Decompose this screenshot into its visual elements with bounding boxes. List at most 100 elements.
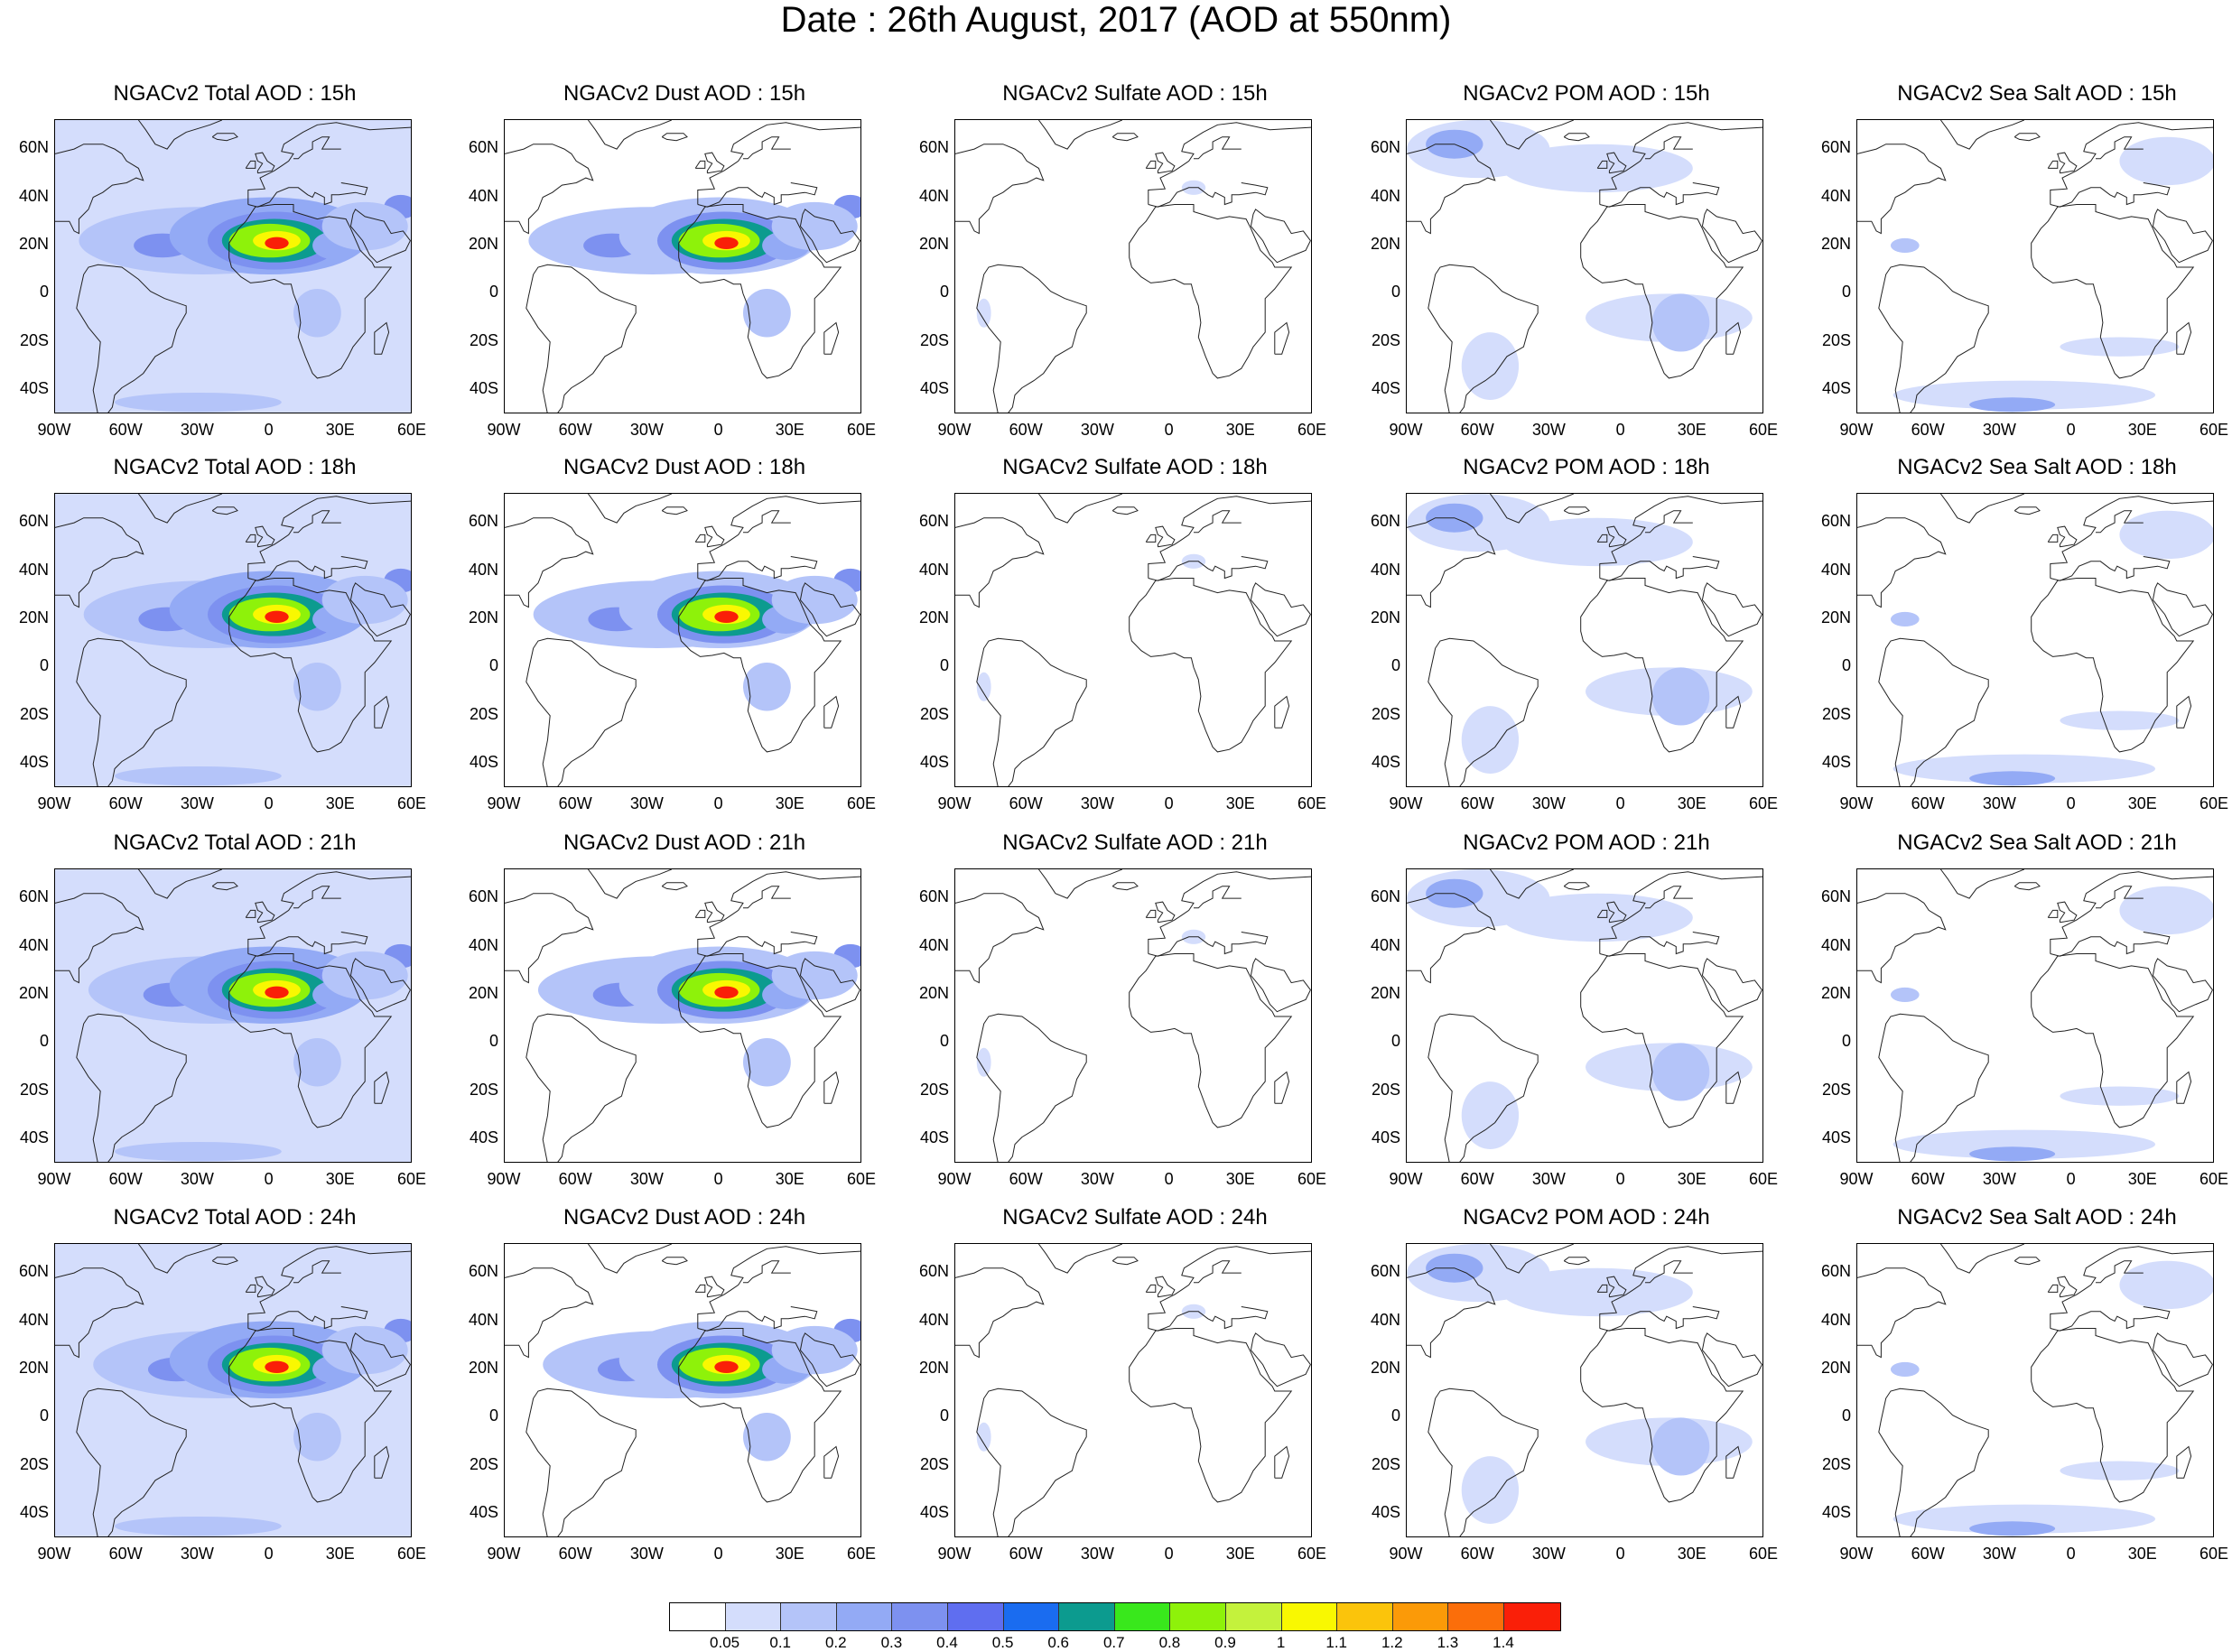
lat-tick-label: 40S <box>469 1503 498 1522</box>
coastline <box>704 525 725 548</box>
aod-shading <box>1890 1361 1920 1377</box>
coastline <box>2176 1445 2192 1479</box>
coastline <box>799 958 860 1013</box>
coastline <box>1250 582 1311 637</box>
aod-shading <box>114 392 282 413</box>
colorbar-swatch <box>1392 1603 1449 1630</box>
lon-tick-label: 0 <box>264 421 274 439</box>
coastline <box>2031 204 2195 379</box>
coastline <box>247 182 368 208</box>
coastline <box>374 1071 390 1104</box>
coastline <box>1563 133 1590 142</box>
coastline <box>1155 152 1176 174</box>
lon-tick-label: 30W <box>1982 421 2016 439</box>
aod-shading <box>265 237 289 249</box>
aod-shading <box>714 986 739 998</box>
aod-shading <box>976 1422 991 1452</box>
lon-tick-label: 30E <box>2127 421 2157 439</box>
lat-tick-label: 0 <box>1390 1032 1400 1051</box>
aod-colorbar <box>669 1602 1561 1631</box>
coastline <box>743 886 791 909</box>
lat-tick-label: 40N <box>18 186 49 205</box>
coastline <box>2152 958 2213 1013</box>
aod-shading <box>976 1047 991 1077</box>
coastline <box>587 1244 672 1274</box>
lon-tick-label: 60E <box>1748 1170 1779 1188</box>
coastline <box>955 144 1045 235</box>
lon-tick-label: 30E <box>1225 1545 1255 1563</box>
coastline <box>1148 496 1311 579</box>
aod-shading <box>714 610 739 623</box>
coastline <box>137 1244 222 1274</box>
coastline <box>1596 1284 1608 1293</box>
coastline <box>955 517 1045 608</box>
lon-tick-label: 30W <box>1531 1170 1566 1188</box>
lat-tick-label: 20S <box>19 1080 49 1099</box>
lat-tick-label: 20N <box>18 608 49 626</box>
aod-shading <box>2119 510 2213 560</box>
coastline <box>1155 525 1176 548</box>
coastline <box>1274 1445 1290 1479</box>
aod-shading <box>114 766 282 786</box>
colorbar-swatch <box>1225 1603 1282 1630</box>
colorbar-swatch <box>1448 1603 1504 1630</box>
lat-tick-label: 40S <box>919 753 949 772</box>
lat-tick-label: 20S <box>919 1080 949 1099</box>
coastline <box>1596 160 1608 169</box>
aod-map <box>55 869 411 1162</box>
lon-tick-label: 30W <box>180 421 214 439</box>
lat-tick-label: 20N <box>1370 234 1400 253</box>
lon-tick-label: 90W <box>487 794 521 812</box>
aod-shading <box>2060 337 2180 357</box>
lat-tick-label: 40N <box>1370 560 1400 579</box>
lon-tick-label: 30E <box>1677 1545 1707 1563</box>
aod-shading <box>265 610 289 623</box>
coastline <box>1428 1387 1539 1536</box>
coastline <box>255 1276 275 1298</box>
lat-tick-label: 0 <box>939 1406 949 1425</box>
coastline <box>1037 494 1122 524</box>
coastline <box>1857 517 1947 608</box>
coastline <box>505 517 594 608</box>
coastline <box>661 506 688 515</box>
coastline <box>1194 886 1242 909</box>
map-frame <box>54 1243 412 1537</box>
lat-tick-label: 20S <box>1371 1080 1400 1099</box>
aod-map <box>1857 494 2213 786</box>
panel-title: NGACv2 Sulfate AOD : 18h <box>1002 455 1268 479</box>
panel-title: NGACv2 Total AOD : 24h <box>113 1205 357 1230</box>
lon-tick-label: 30E <box>1225 794 1255 812</box>
lat-tick-label: 40S <box>469 753 498 772</box>
coastline <box>1407 1267 1496 1359</box>
lon-tick-label: 30E <box>775 1170 804 1188</box>
lat-tick-label: 60N <box>1820 138 1851 157</box>
coastline <box>2031 953 2195 1128</box>
coastline <box>1145 1284 1157 1293</box>
coastline <box>743 1260 791 1284</box>
lat-tick-label: 60N <box>18 512 49 531</box>
aod-shading <box>1651 1417 1710 1476</box>
lat-tick-label: 40N <box>18 935 49 954</box>
aod-map <box>1857 120 2213 413</box>
lon-tick-label: 0 <box>713 794 723 812</box>
lon-tick-label: 30W <box>180 1545 214 1563</box>
lat-tick-label: 40S <box>19 753 49 772</box>
aod-map <box>955 869 1311 1162</box>
coastline <box>976 264 1087 413</box>
map-frame <box>1856 868 2214 1163</box>
coastline <box>55 517 144 608</box>
coastline <box>245 1284 256 1293</box>
aod-shading <box>743 1038 791 1087</box>
lon-tick-label: 90W <box>487 1545 521 1563</box>
colorbar-swatch <box>1337 1603 1393 1630</box>
coastline <box>1701 582 1762 637</box>
coastline <box>2152 582 2213 637</box>
coastline <box>247 1246 411 1329</box>
coastline <box>955 893 1045 984</box>
lat-tick-label: 0 <box>939 656 949 675</box>
panel-title: NGACv2 Sea Salt AOD : 15h <box>1897 81 2177 106</box>
aod-shading <box>1461 1081 1520 1149</box>
coastline <box>743 136 791 160</box>
coastline <box>1037 1244 1122 1274</box>
coastline <box>76 637 187 786</box>
